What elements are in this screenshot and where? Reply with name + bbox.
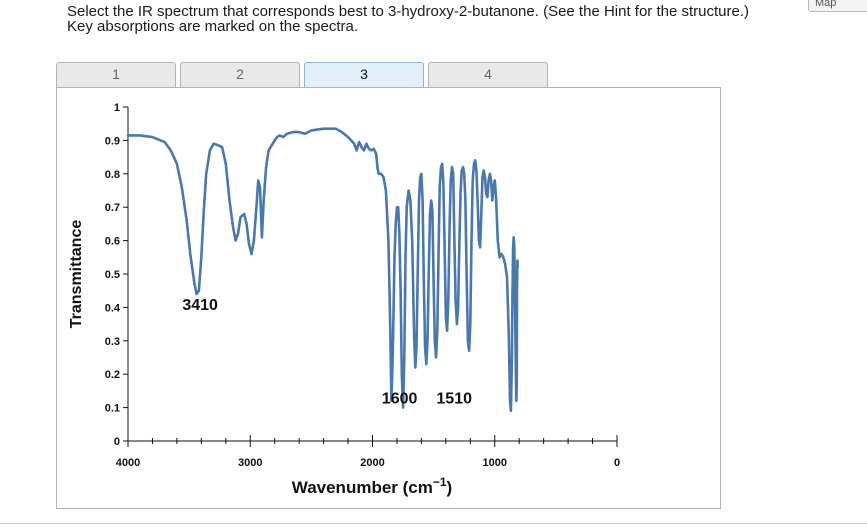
y-tick-label: 0.6 [105,236,120,248]
tab-1[interactable]: 1 [56,62,176,87]
y-tick-label: 0.1 [105,403,120,415]
y-tick-label: 0.3 [105,336,120,348]
y-tick-label: 1 [114,102,120,114]
x-tick-label: 0 [614,457,620,469]
chart-labels: 0 0.1 0.2 0.3 0.4 0.5 0.6 0.7 0.8 0.9 1 4000 3000 200… [68,102,620,497]
y-tick-label: 0.4 [105,302,121,314]
peak-annotation: 1510 [436,391,472,408]
y-tick-label: 0 [114,436,120,448]
tab-4[interactable]: 4 [428,62,548,87]
x-axis-title: Wavenumber (cm−1) [292,475,452,497]
question-text: Select the IR spectrum that corresponds … [67,4,807,34]
bottom-divider [0,523,867,524]
y-axis-title: Transmittance [68,220,85,329]
question-line-1: Select the IR spectrum that corresponds … [67,3,750,20]
map-button[interactable]: Map [808,0,867,12]
y-tick-label: 0.9 [105,135,120,147]
chart-marks [126,127,519,413]
chart-axes [123,106,618,447]
tab-3[interactable]: 3 [304,62,424,87]
x-tick-label: 4000 [116,457,140,469]
y-tick-label: 0.2 [105,369,120,381]
spectrum-tabs: 1 2 3 4 [56,62,556,88]
y-tick-label: 0.5 [105,269,120,281]
question-line-2: Key absorptions are marked on the spectr… [67,18,358,35]
peak-annotation: 1600 [382,391,418,408]
spectrum-line [126,127,519,413]
x-tick-label: 3000 [238,457,262,469]
y-tick-label: 0.8 [105,169,120,181]
x-tick-label: 1000 [483,457,507,469]
y-tick-label: 0.7 [105,202,120,214]
tab-2[interactable]: 2 [180,62,300,87]
x-tick-label: 2000 [360,457,384,469]
peak-annotation: 3410 [182,297,218,314]
